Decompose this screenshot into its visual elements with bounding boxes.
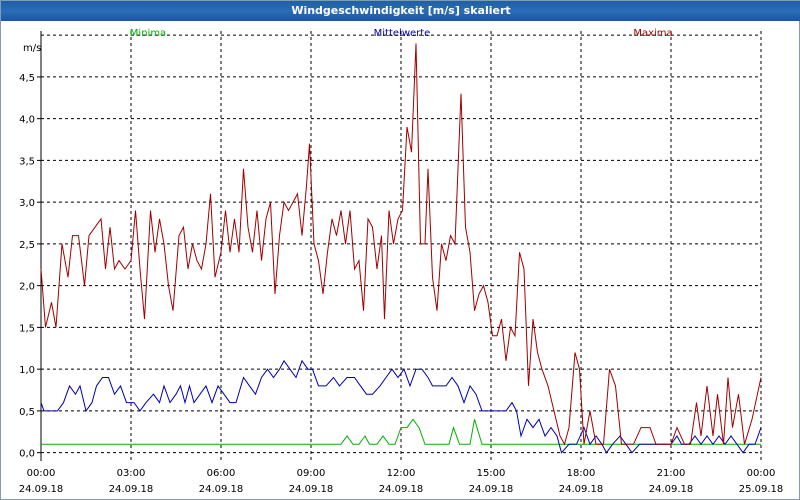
series-line-mittelwerte (40, 359, 762, 454)
x-tick-time: 18:00 (567, 468, 596, 479)
x-tick-date: 24.09.18 (649, 484, 694, 495)
legend-entry-minima: Minima (130, 28, 166, 39)
legend-entry-maxima: Maxima (633, 28, 672, 39)
x-tick-time: 06:00 (207, 468, 236, 479)
x-tick-date: 24.09.18 (379, 484, 424, 495)
window-title: Windgeschwindigkeit [m/s] skaliert (1, 1, 800, 21)
legend: Minima Mittelwerte Maxima (130, 28, 673, 39)
legend-entry-mittelwerte: Mittelwerte (374, 28, 431, 39)
y-tick-label: 4,0 (19, 115, 35, 126)
y-tick-label: 2,5 (19, 240, 35, 251)
x-tick-time: 09:00 (297, 468, 326, 479)
y-tick-label: 1,0 (19, 365, 35, 376)
x-tick-time: 21:00 (657, 468, 686, 479)
y-tick-label: 0,5 (19, 407, 35, 418)
y-tick-label: 2,0 (19, 282, 35, 293)
x-tick-date: 24.09.18 (19, 484, 64, 495)
series-line-minima (41, 418, 761, 445)
x-tick-date: 25.09.18 (739, 484, 784, 495)
y-tick-label: 3,0 (19, 198, 35, 209)
line-chart: 0,0 0,5 1,0 1,5 2,0 2,5 3,0 3,5 4,0 4,5 00:00 24.0… (19, 28, 784, 495)
x-tick-date: 24.09.18 (469, 484, 514, 495)
y-tick-label: 4,5 (19, 73, 35, 84)
x-tick-date: 24.09.18 (289, 484, 334, 495)
y-axis-labels: 0,0 0,5 1,0 1,5 2,0 2,5 3,0 3,5 4,0 4,5 (19, 73, 35, 460)
x-tick-date: 24.09.18 (559, 484, 604, 495)
y-tick-label: 3,5 (19, 156, 35, 167)
x-tick-time: 00:00 (747, 468, 776, 479)
x-tick-date: 24.09.18 (109, 484, 154, 495)
x-tick-time: 15:00 (477, 468, 506, 479)
x-tick-time: 03:00 (117, 468, 146, 479)
y-tick-label: 0,0 (19, 449, 35, 460)
y-tick-label: 1,5 (19, 323, 35, 334)
x-axis-labels: 00:00 24.09.18 03:00 24.09.18 06:00 24.09.18 0… (19, 468, 784, 495)
x-tick-time: 12:00 (387, 468, 416, 479)
grid (37, 31, 762, 461)
series-line-maxima (40, 43, 762, 446)
x-tick-date: 24.09.18 (199, 484, 244, 495)
x-tick-time: 00:00 (27, 468, 56, 479)
y-axis-title: m/s (23, 43, 41, 54)
series-lines (40, 43, 762, 454)
